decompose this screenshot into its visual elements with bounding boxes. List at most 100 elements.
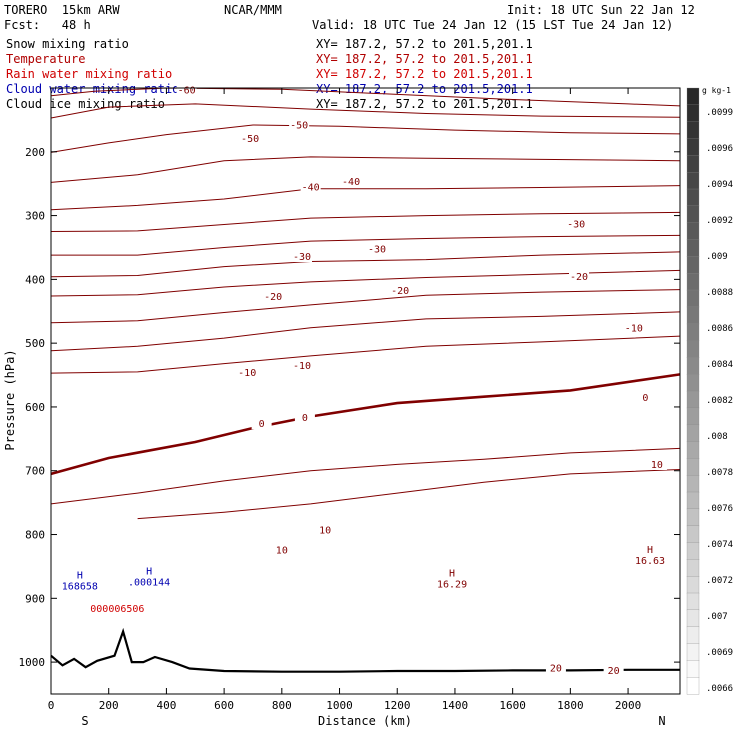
contour-label-18: 10 [319, 526, 331, 537]
contour-label-19: 10 [276, 545, 288, 556]
colorbar-cell-11 [686, 273, 700, 291]
colorbar-tick-12: .0074 [706, 540, 733, 550]
field-temperature: Temperature [6, 52, 86, 66]
colorbar-cell-17 [686, 374, 700, 392]
field-cloud-ice: Cloud ice mixing ratio [6, 97, 165, 111]
colorbar-tick-16: .0066 [706, 684, 733, 694]
label-bg-0 [176, 83, 197, 96]
maximum-symbol-0: H [647, 545, 653, 556]
maximum-value-3: 168658 [62, 582, 98, 593]
terrain-line [50, 627, 680, 673]
terrain [50, 627, 680, 673]
y-axis-label: Pressure (hPa) [3, 349, 17, 450]
south-label: S [81, 714, 88, 728]
colorbar-tick-7: .0084 [706, 360, 733, 370]
colorbar-cell-26 [686, 525, 700, 544]
colorbar-cell-0 [686, 87, 700, 106]
y-tick-0: 200 [25, 146, 45, 159]
y-tick-7: 900 [25, 592, 45, 605]
contour-label-21: 20 [608, 666, 620, 677]
colorbar-tick-15: .0069 [706, 648, 733, 658]
maximum-symbol-2: H [146, 567, 152, 578]
contour-label-12: -10 [238, 368, 256, 379]
y-tick-5: 700 [25, 465, 45, 478]
y-tick-2: 400 [25, 273, 45, 286]
y-tick-3: 500 [25, 337, 45, 350]
x-tick-5: 1000 [326, 699, 353, 712]
colorbar-cell-5 [686, 172, 700, 190]
label-bg-19 [271, 543, 292, 556]
maximum-value-4: 000006506 [90, 604, 144, 615]
isotherm-14 [137, 469, 681, 520]
contour-label-3: -40 [302, 183, 320, 194]
field-rain: Rain water mixing ratio [6, 67, 173, 81]
isotherm-5 [50, 211, 681, 232]
x-tick-10: 2000 [615, 699, 642, 712]
colorbar-cell-3 [686, 138, 700, 156]
label-bg-2 [240, 132, 261, 145]
contour-label-20: 20 [550, 663, 562, 674]
axes: 0 200 400 600 800 1000 1200 1400 1600 1800 2000200… [19, 88, 680, 712]
north-label: N [658, 714, 665, 728]
label-bg-15 [251, 417, 272, 430]
x-tick-8: 1600 [499, 699, 526, 712]
colorbar-cell-9 [686, 239, 700, 257]
y-tick-6: 800 [25, 529, 45, 542]
x-tick-3: 600 [214, 699, 234, 712]
x-tick-4: 800 [272, 699, 292, 712]
colorbar-cell-27 [686, 542, 700, 560]
label-bg-3 [300, 180, 321, 193]
colorbar-cell-34 [686, 660, 700, 678]
label-bg-10 [390, 283, 411, 296]
colorbar-cell-6 [686, 188, 700, 207]
label-bg-18 [315, 523, 336, 536]
maximum-symbol-3: H [77, 571, 83, 582]
colorbar-tick-3: .0092 [706, 216, 733, 226]
isotherm-6 [51, 234, 681, 256]
isotherm-2 [50, 124, 681, 153]
header-init: Init: 18 UTC Sun 22 Jan 12 [507, 3, 695, 17]
label-bg-6 [292, 250, 313, 263]
header-valid: Valid: 18 UTC Tue 24 Jan 12 (15 LST Tue … [312, 18, 674, 32]
colorbar-cell-18 [686, 390, 700, 409]
y-tick-4: 600 [25, 401, 45, 414]
contour-label-8: -20 [570, 272, 588, 283]
y-tick-1: 300 [25, 210, 45, 223]
field-temperature-xy: XY= 187.2, 57.2 to 201.5,201.1 [316, 52, 533, 66]
colorbar-tick-13: .0072 [706, 576, 733, 586]
header-fcst: Fcst: 48 h [4, 18, 91, 32]
isotherm-11 [50, 335, 681, 374]
colorbar-cell-32 [686, 626, 700, 645]
y-tick-8: 1000 [19, 656, 46, 669]
colorbar-tick-10: .0078 [706, 468, 733, 478]
colorbar-cell-30 [686, 592, 700, 611]
contour-label-13: -10 [293, 361, 311, 372]
isotherm-4 [50, 185, 681, 211]
contour-labels: -60 -50 -50 -40 -40 -30 -30 -30 -20 -20 -20 -10 -10 -… [176, 83, 667, 677]
field-cloud-water-xy: XY= 187.2, 57.2 to 201.5,201.1 [316, 82, 533, 96]
colorbar-cell-7 [686, 205, 700, 224]
maximum-symbol-1: H [449, 569, 455, 580]
contour-label-16: 0 [302, 413, 308, 424]
contour-label-10: -20 [391, 286, 409, 297]
colorbar-cell-16 [686, 357, 700, 375]
maximum-value-1: 16.29 [437, 580, 467, 591]
isotherm-10 [50, 311, 681, 352]
temperature-contours [50, 87, 681, 520]
colorbar-tick-11: .0076 [706, 504, 733, 514]
field-rain-xy: XY= 187.2, 57.2 to 201.5,201.1 [316, 67, 533, 81]
contour-label-14: 0 [642, 393, 648, 404]
colorbar-cell-31 [686, 609, 700, 628]
x-tick-0: 0 [48, 699, 55, 712]
colorbar-cell-19 [686, 407, 700, 426]
x-tick-9: 1800 [557, 699, 584, 712]
colorbar-cell-15 [686, 340, 700, 358]
label-bg-20 [545, 661, 566, 674]
colorbar-tick-1: .0096 [706, 144, 733, 154]
colorbar-tick-4: .009 [706, 252, 728, 262]
colorbar-tick-5: .0088 [706, 288, 733, 298]
isotherm-0 [50, 87, 681, 107]
colorbar-cell-14 [686, 323, 700, 342]
field-snow: Snow mixing ratio [6, 37, 129, 51]
